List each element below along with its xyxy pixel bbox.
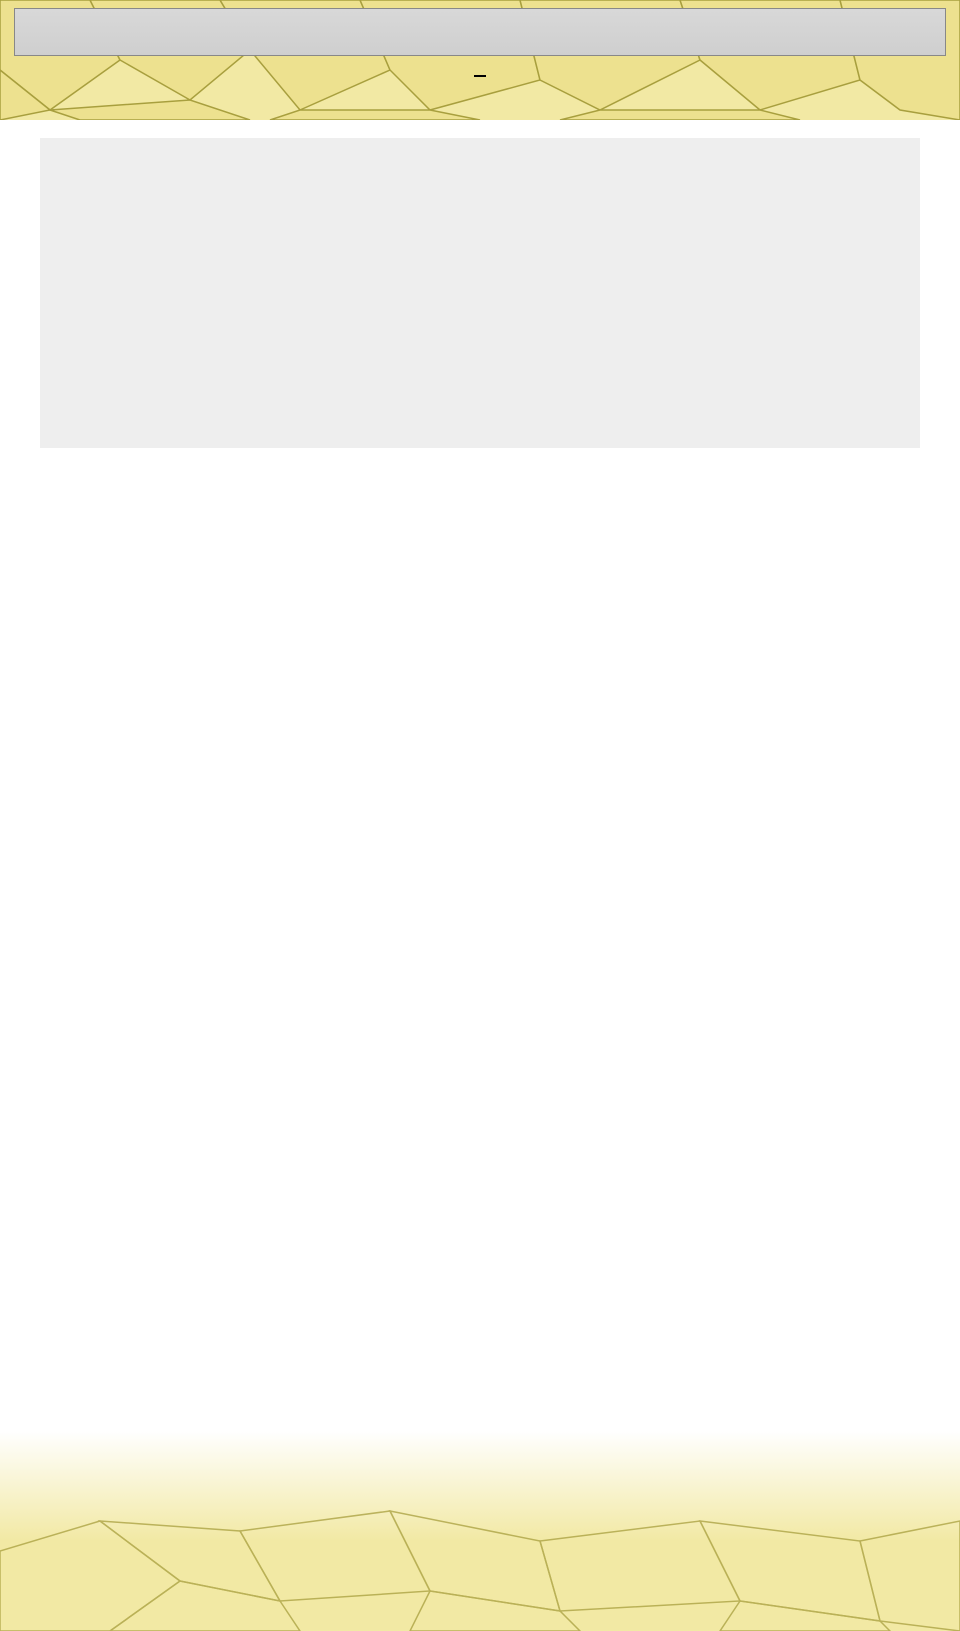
frequency-chart — [40, 138, 920, 448]
header — [0, 0, 960, 82]
logo — [14, 8, 946, 56]
page-subtitle — [474, 72, 486, 77]
footer — [0, 1431, 960, 1631]
tech-data — [90, 488, 870, 540]
contact-block — [0, 1431, 960, 1491]
